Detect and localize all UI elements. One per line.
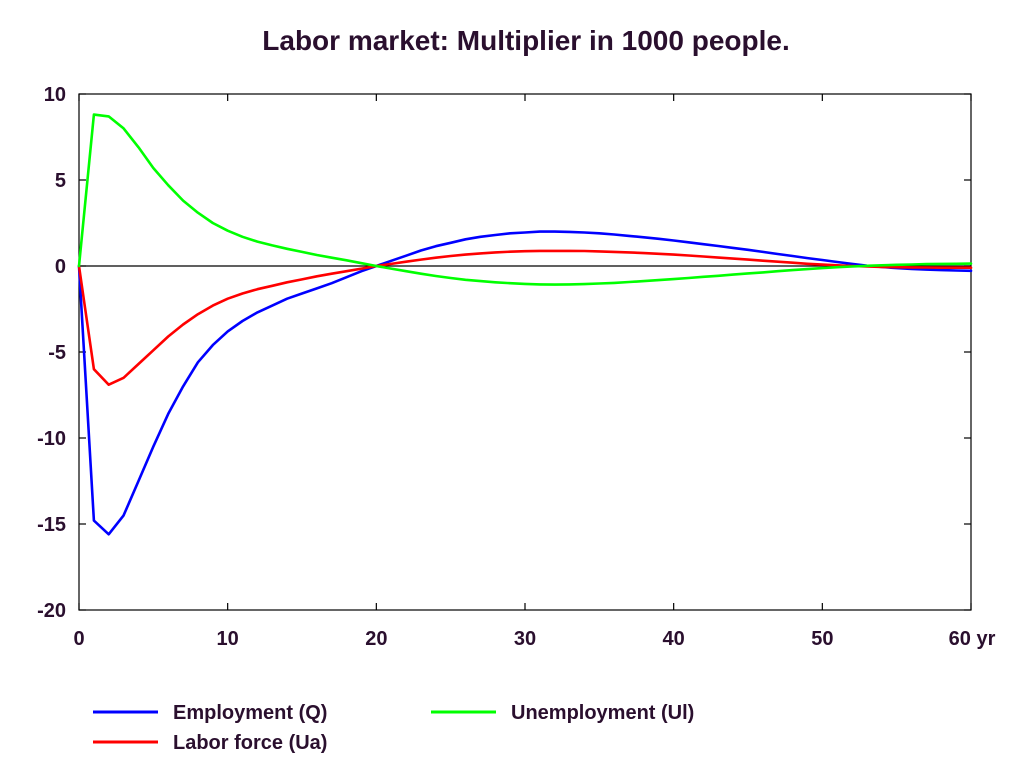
x-tick-label: 40 xyxy=(663,628,685,650)
y-tick-label: 5 xyxy=(55,170,66,192)
legend: Employment (Q) Labor force (Ua) Unemployme… xyxy=(93,702,694,754)
y-tick-label: -20 xyxy=(37,600,66,622)
series-line-2 xyxy=(77,249,973,387)
y-tick-label: -10 xyxy=(37,428,66,450)
x-tick-label: 10 xyxy=(217,628,239,650)
x-tick-label: 30 xyxy=(514,628,536,650)
x-tick-label: 20 xyxy=(365,628,387,650)
legend-label: Employment (Q) xyxy=(173,702,327,724)
y-tick-label: 0 xyxy=(55,256,66,278)
series-line-3 xyxy=(77,113,973,286)
x-tick-label: 0 xyxy=(73,628,84,650)
y-tick-label: -15 xyxy=(37,514,66,536)
series-line-1 xyxy=(77,230,973,536)
chart-title: Labor market: Multiplier in 1000 people. xyxy=(262,25,789,56)
plot-frame xyxy=(78,93,972,611)
legend-label: Unemployment (Ul) xyxy=(511,702,694,724)
y-tick-label: 10 xyxy=(44,84,66,106)
x-tick-label: 50 xyxy=(811,628,833,650)
x-tick-label: 60 yr xyxy=(949,628,996,650)
series-lines xyxy=(77,113,973,536)
y-tick-label: -5 xyxy=(48,342,66,364)
legend-label: Labor force (Ua) xyxy=(173,732,327,754)
